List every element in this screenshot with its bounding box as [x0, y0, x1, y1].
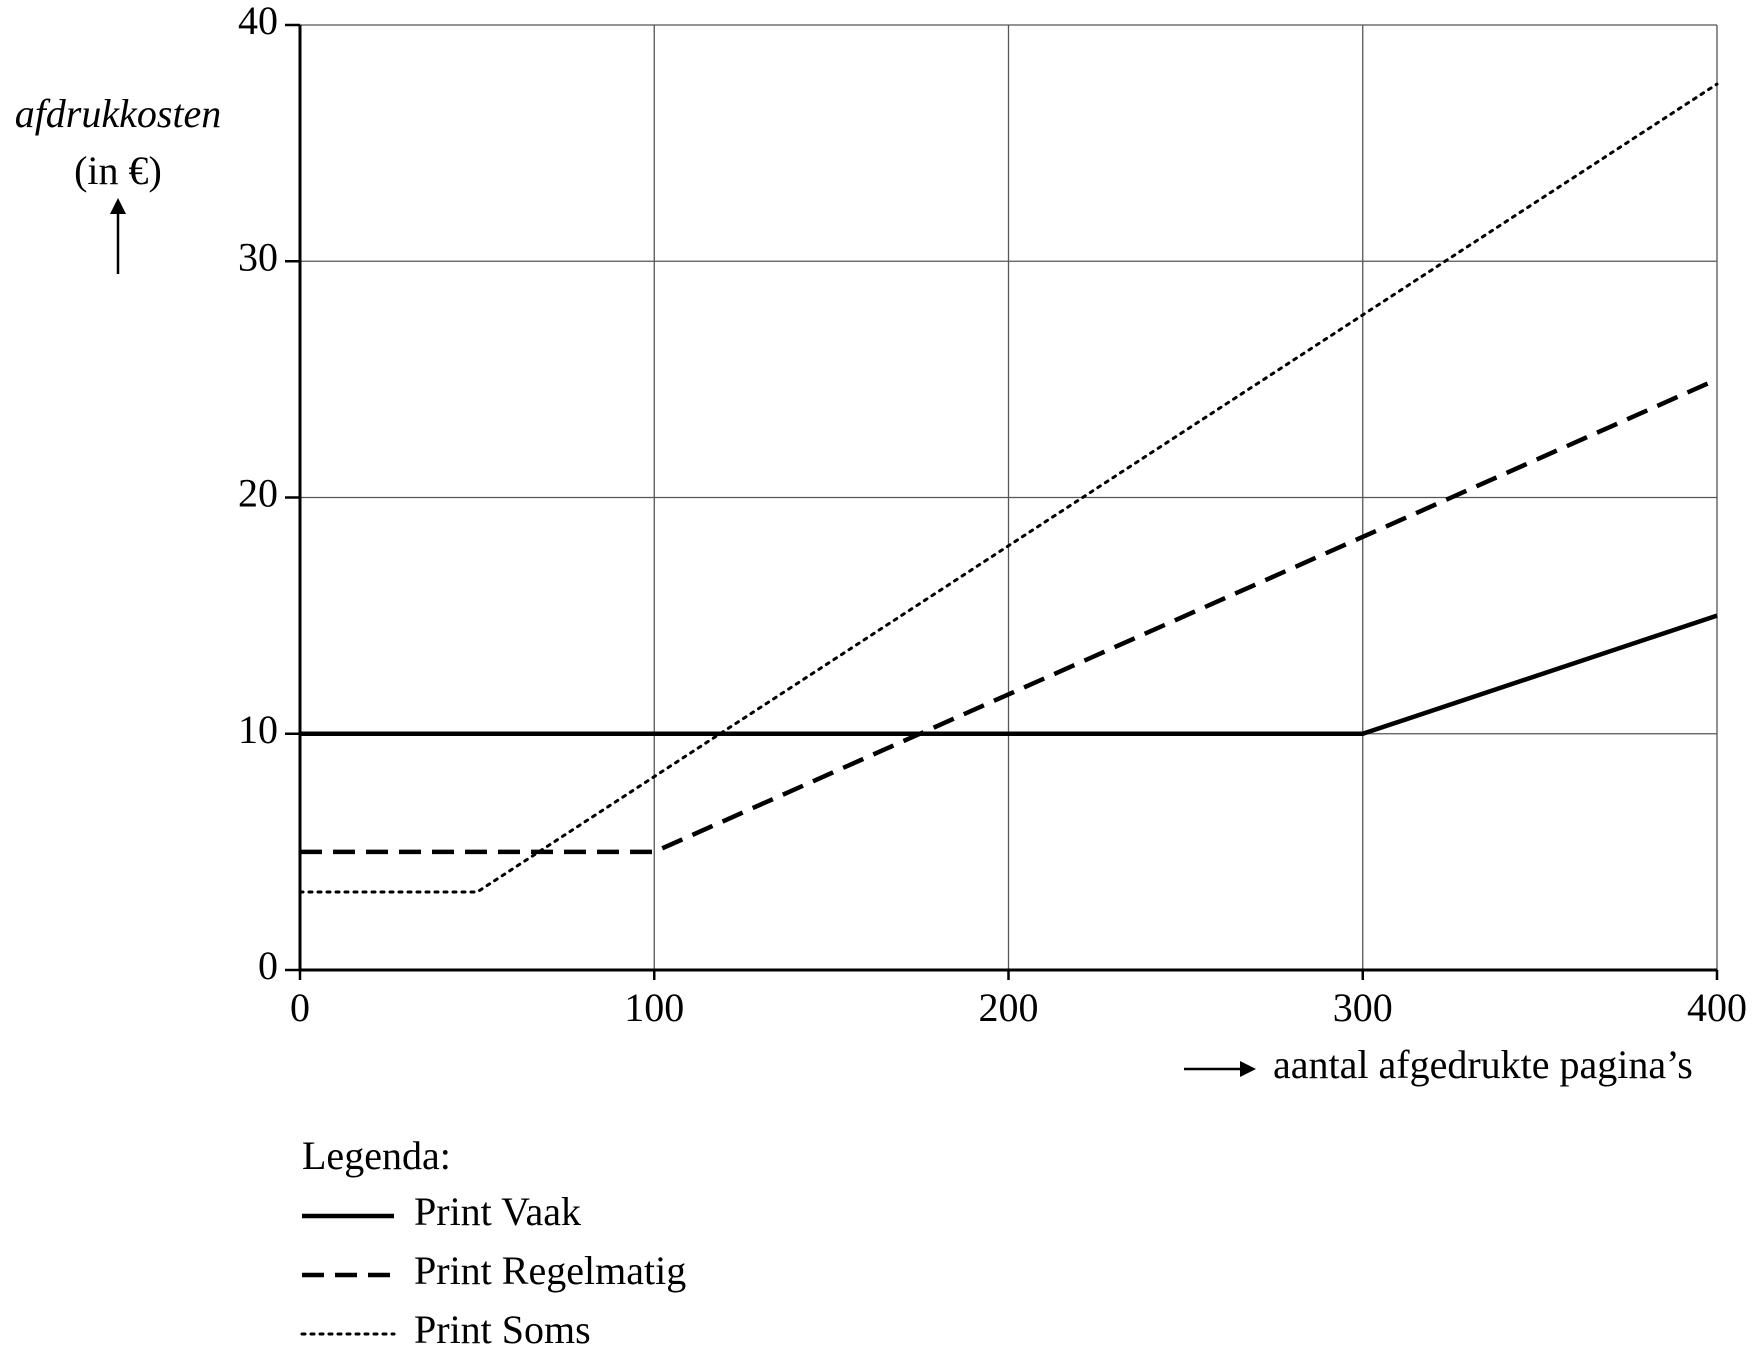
legend-label: Print Soms [414, 1307, 591, 1352]
series-line [300, 377, 1718, 855]
y-axis-label: afdrukkosten [15, 91, 222, 136]
y-tick-label: 30 [238, 234, 278, 279]
y-arrow [110, 198, 126, 274]
x-arrow [1184, 1061, 1256, 1077]
y-tick-label: 0 [258, 943, 278, 988]
y-tick-label: 40 [238, 0, 278, 43]
x-tick-label: 200 [979, 985, 1039, 1030]
y-tick-label: 10 [238, 707, 278, 752]
y-axis-label: (in €) [74, 148, 162, 193]
x-tick-label: 0 [290, 985, 310, 1030]
y-tick-label: 20 [238, 471, 278, 516]
legend-title: Legenda: [302, 1133, 451, 1178]
x-tick-label: 400 [1687, 985, 1747, 1030]
series-line [298, 82, 1719, 894]
legend-label: Print Regelmatig [414, 1248, 686, 1293]
x-tick-label: 100 [624, 985, 684, 1030]
x-tick-label: 300 [1333, 985, 1393, 1030]
x-axis-label: aantal afgedrukte pagina’s [1273, 1042, 1693, 1087]
series-line [300, 613, 1718, 736]
legend-label: Print Vaak [414, 1189, 581, 1234]
